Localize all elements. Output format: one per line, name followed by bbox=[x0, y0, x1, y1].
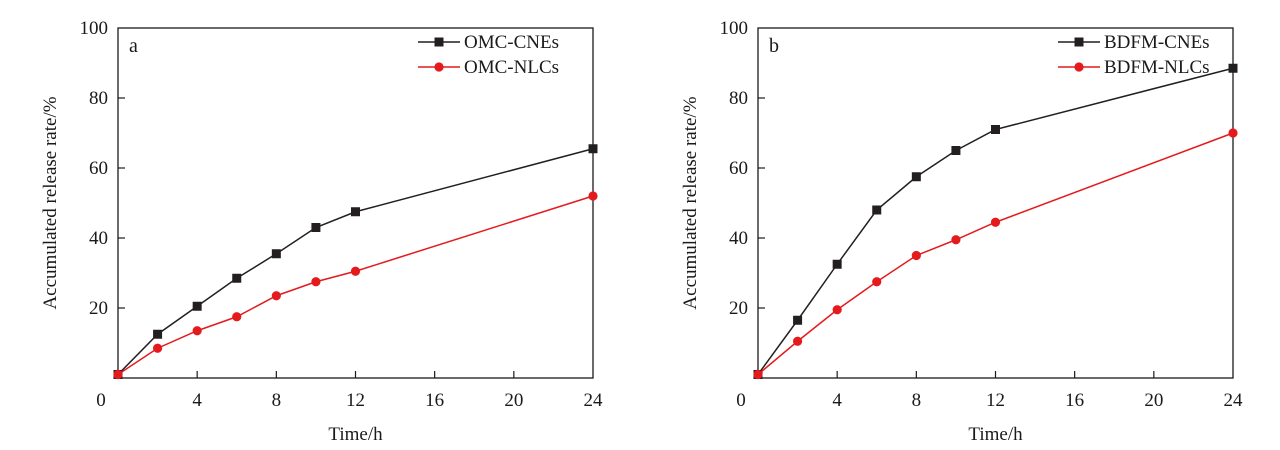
x-tick-label: 16 bbox=[425, 390, 444, 411]
data-point bbox=[271, 291, 281, 301]
y-tick-label: 80 bbox=[729, 88, 748, 109]
data-point bbox=[311, 277, 321, 287]
series-line bbox=[117, 148, 594, 376]
series-line bbox=[757, 132, 1234, 376]
data-point bbox=[311, 223, 321, 232]
x-tick-label: 16 bbox=[1065, 390, 1084, 411]
x-tick-label: 8 bbox=[272, 390, 282, 411]
data-point bbox=[793, 315, 803, 325]
x-tick-label: 12 bbox=[346, 390, 365, 411]
y-tick-label: 40 bbox=[89, 228, 108, 249]
series-line bbox=[117, 195, 594, 376]
panel-label: a bbox=[129, 35, 138, 57]
legend-marker bbox=[1074, 37, 1084, 47]
x-tick-label: 0 bbox=[96, 390, 106, 411]
legend-label: OMC-NLCs bbox=[464, 57, 559, 78]
data-point bbox=[588, 191, 598, 201]
y-tick-label: 60 bbox=[89, 158, 108, 179]
x-tick-label: 12 bbox=[986, 390, 1005, 411]
plot-frame bbox=[757, 27, 1234, 379]
data-point bbox=[113, 369, 123, 380]
data-point bbox=[152, 343, 163, 353]
data-point bbox=[872, 205, 882, 215]
data-point bbox=[351, 207, 360, 217]
legend-marker bbox=[1074, 62, 1084, 72]
y-tick-label: 100 bbox=[80, 18, 109, 39]
data-point bbox=[753, 369, 763, 380]
x-tick-label: 0 bbox=[736, 390, 746, 411]
data-point bbox=[832, 305, 842, 315]
data-point bbox=[1228, 63, 1238, 73]
y-tick-label: 60 bbox=[729, 158, 748, 179]
y-tick-label: 20 bbox=[89, 298, 108, 319]
data-point bbox=[232, 273, 242, 283]
x-tick-label: 20 bbox=[504, 390, 523, 411]
chart-panel-b: 0 4 8 12 16 20 24 20 40 60 80 100 Time/h Accumulated … bbox=[680, 18, 1243, 445]
x-tick-label: 24 bbox=[1224, 390, 1244, 411]
y-tick-label: 20 bbox=[729, 298, 748, 319]
x-tick-label: 4 bbox=[832, 390, 842, 411]
x-tick-label: 24 bbox=[584, 390, 604, 411]
data-point bbox=[153, 329, 163, 339]
panel-label: b bbox=[769, 35, 779, 57]
x-axis-title: Time/h bbox=[328, 424, 383, 445]
x-axis-title: Time/h bbox=[968, 424, 1023, 445]
x-tick-label: 4 bbox=[192, 390, 202, 411]
data-point bbox=[792, 336, 803, 346]
data-point bbox=[232, 312, 242, 322]
data-point bbox=[271, 249, 281, 259]
legend-label: OMC-CNEs bbox=[464, 32, 559, 53]
series-line bbox=[757, 67, 1234, 375]
y-tick-label: 40 bbox=[729, 228, 748, 249]
data-point bbox=[991, 125, 1000, 134]
legend-label: BDFM-NLCs bbox=[1104, 57, 1210, 78]
data-point bbox=[990, 217, 1001, 227]
data-point bbox=[588, 144, 598, 154]
x-tick-label: 8 bbox=[912, 390, 922, 411]
plot-frame bbox=[117, 27, 594, 379]
data-point bbox=[911, 250, 921, 261]
data-point bbox=[350, 266, 361, 276]
chart-panel-a: 0 4 8 12 16 20 24 20 40 60 80 100 Time/h Accumulated … bbox=[40, 18, 603, 445]
y-axis-title: Accumulated release rate/% bbox=[40, 96, 61, 309]
y-tick-label: 80 bbox=[89, 88, 108, 109]
legend-label: BDFM-CNEs bbox=[1104, 32, 1210, 53]
x-tick-label: 20 bbox=[1144, 390, 1163, 411]
legend-marker bbox=[434, 62, 444, 72]
data-point bbox=[951, 235, 961, 245]
data-point bbox=[1228, 128, 1238, 138]
data-point bbox=[951, 146, 961, 155]
data-point bbox=[832, 259, 842, 269]
y-axis-title: Accumulated release rate/% bbox=[680, 96, 701, 309]
data-point bbox=[192, 301, 202, 311]
data-point bbox=[192, 326, 202, 336]
data-point bbox=[911, 172, 921, 182]
y-tick-label: 100 bbox=[720, 18, 749, 39]
legend-marker bbox=[434, 37, 444, 47]
data-point bbox=[872, 277, 882, 287]
